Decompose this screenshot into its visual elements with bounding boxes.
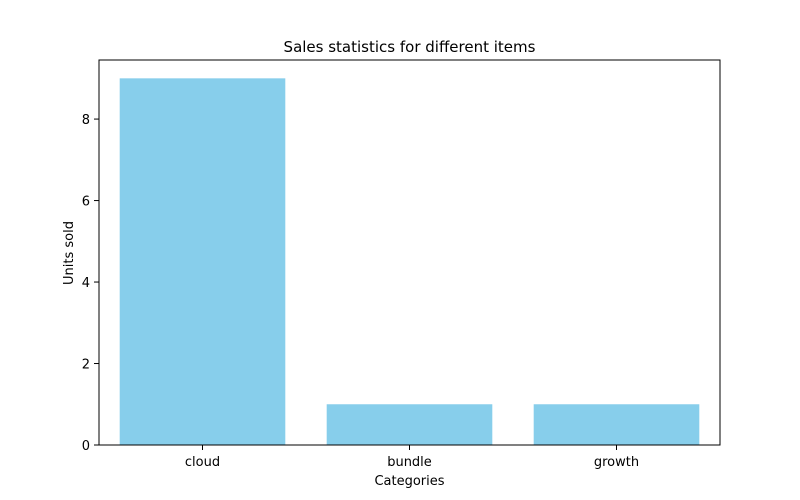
y-tick-label: 8 — [82, 113, 90, 128]
bar-cloud — [119, 78, 286, 445]
y-tick-label: 0 — [82, 439, 90, 454]
y-tick-label: 4 — [82, 276, 90, 291]
bar-growth — [533, 404, 700, 445]
chart-title: Sales statistics for different items — [284, 38, 536, 56]
y-axis-ticks: 0 2 4 6 8 — [82, 113, 99, 454]
bars — [119, 78, 700, 445]
x-tick-label: bundle — [387, 455, 432, 470]
bar-bundle — [326, 404, 493, 445]
x-tick-label: growth — [594, 455, 639, 470]
y-axis-label: Units sold — [62, 221, 77, 285]
x-axis-label: Categories — [374, 474, 444, 489]
x-tick-label: cloud — [185, 455, 220, 470]
y-tick-label: 2 — [82, 358, 90, 373]
x-axis-ticks: cloud bundle growth — [185, 445, 639, 470]
axes-frame — [98, 59, 721, 446]
y-tick-label: 6 — [82, 195, 90, 210]
